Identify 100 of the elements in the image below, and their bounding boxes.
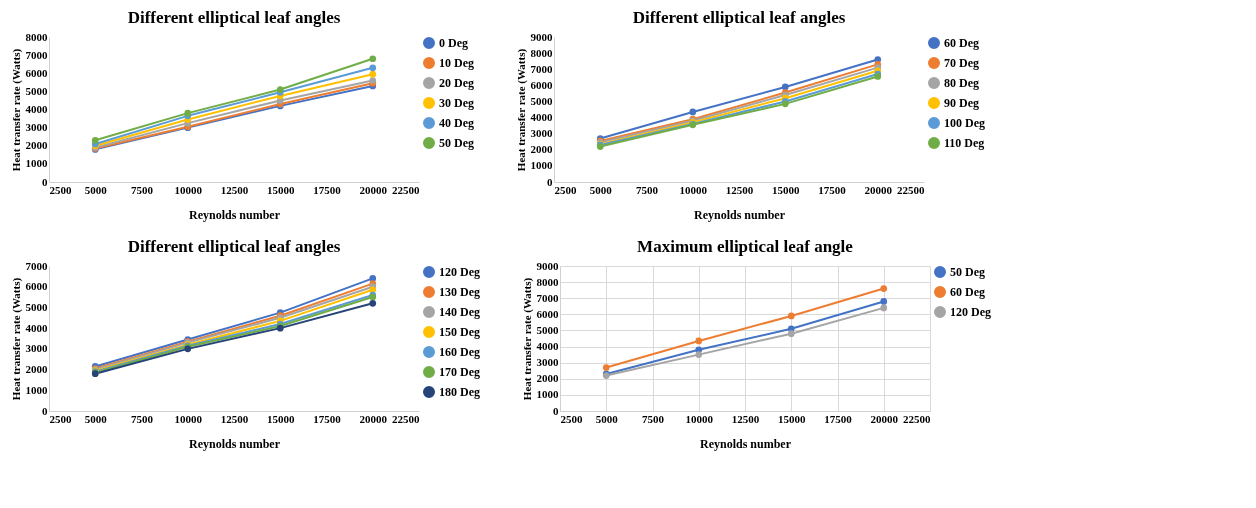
- x-tick-label: 22500: [903, 412, 931, 425]
- y-tick-label: 0: [547, 175, 553, 188]
- x-tick-label: 10000: [679, 183, 708, 196]
- legend-label: 120 Deg: [950, 305, 991, 319]
- x-tick-label: 17500: [313, 183, 342, 196]
- x-axis-title: Reynolds number: [188, 207, 281, 222]
- y-tick-label: 6000: [530, 78, 553, 91]
- chart-title: Different elliptical leaf angles: [127, 237, 341, 256]
- x-tick-label: 7500: [131, 412, 154, 425]
- y-tick-label: 2000: [530, 143, 553, 156]
- y-tick-label: 2000: [25, 363, 48, 376]
- y-tick-label: 1000: [536, 388, 559, 401]
- legend-label: 100 Deg: [944, 116, 985, 130]
- x-tick-label: 12500: [725, 183, 754, 196]
- y-tick-label: 8000: [536, 275, 559, 288]
- x-tick-label: 7500: [642, 412, 665, 425]
- x-tick-label: 2500: [49, 412, 72, 425]
- y-tick-label: 0: [553, 404, 559, 417]
- y-tick-label: 5000: [530, 94, 553, 107]
- x-tick-label: 17500: [824, 412, 853, 425]
- y-tick-label: 4000: [25, 321, 48, 334]
- x-tick-label: 22500: [392, 183, 420, 196]
- legend-label: 0 Deg: [439, 36, 468, 50]
- chart-title: Different elliptical leaf angles: [127, 8, 341, 27]
- x-tick-label: 7500: [636, 183, 659, 196]
- y-axis-title: Heat transfer rate (Watts): [9, 277, 23, 401]
- y-tick-label: 3000: [536, 356, 559, 369]
- x-tick-label: 15000: [778, 412, 806, 425]
- legend-label: 60 Deg: [944, 36, 979, 50]
- y-tick-label: 5000: [536, 323, 559, 336]
- x-tick-label: 17500: [818, 183, 847, 196]
- y-tick-label: 2000: [25, 139, 48, 152]
- legend-label: 60 Deg: [950, 285, 985, 299]
- y-tick-label: 1000: [25, 383, 48, 396]
- text: 120 Deg: [439, 265, 480, 279]
- x-tick-label: 17500: [313, 412, 342, 425]
- y-tick-label: 0: [42, 404, 48, 417]
- x-axis-title: Reynolds number: [693, 207, 786, 222]
- y-tick-label: 2000: [536, 372, 559, 385]
- x-tick-label: 20000: [870, 412, 899, 425]
- x-tick-label: 5000: [595, 412, 619, 425]
- y-tick-label: 5000: [25, 300, 48, 313]
- x-tick-label: 22500: [392, 412, 420, 425]
- y-tick-label: 4000: [25, 103, 48, 115]
- x-tick-label: 12500: [220, 183, 249, 196]
- x-tick-label: 15000: [772, 183, 800, 196]
- x-tick-label: 2500: [560, 412, 583, 425]
- x-tick-label: 5000: [84, 183, 108, 196]
- y-tick-label: 3000: [25, 342, 48, 355]
- y-tick-label: 7000: [25, 259, 48, 272]
- y-tick-label: 3000: [25, 121, 48, 134]
- y-tick-label: 1000: [25, 157, 48, 170]
- x-tick-label: 20000: [864, 183, 893, 196]
- y-axis-title: Heat transfer rate (Watts): [514, 48, 528, 172]
- x-tick-label: 15000: [267, 412, 295, 425]
- legend-label: 40 Deg: [439, 116, 474, 130]
- y-tick-label: 7000: [25, 48, 48, 61]
- y-tick-label: 1000: [530, 159, 553, 172]
- x-tick-label: 22500: [897, 183, 925, 196]
- y-tick-label: 8000: [530, 46, 553, 59]
- x-tick-label: 10000: [685, 412, 714, 425]
- y-tick-label: 6000: [25, 280, 48, 293]
- x-tick-label: 12500: [731, 412, 760, 425]
- y-tick-label: 6000: [25, 66, 48, 79]
- chart-title: Maximum elliptical leaf angle: [637, 237, 854, 256]
- x-axis-title: Reynolds number: [188, 436, 281, 451]
- x-tick-label: 7500: [131, 183, 154, 196]
- legend-label: 160 Deg: [439, 345, 480, 359]
- x-tick-label: 5000: [84, 412, 108, 425]
- x-tick-label: 10000: [174, 183, 203, 196]
- legend-label: 180 Deg: [439, 385, 480, 399]
- y-tick-label: 5000: [25, 84, 48, 97]
- y-tick-label: 7000: [530, 62, 553, 75]
- legend-label: 150 Deg: [439, 325, 480, 339]
- legend-label: 170 Deg: [439, 365, 480, 379]
- x-tick-label: 20000: [359, 183, 388, 196]
- x-tick-label: 10000: [174, 412, 203, 425]
- y-tick-label: 7000: [536, 291, 559, 304]
- x-tick-label: 20000: [359, 412, 388, 425]
- y-tick-label: 3000: [530, 127, 553, 140]
- x-tick-label: 15000: [267, 183, 295, 196]
- y-tick-label: 9000: [530, 30, 553, 43]
- legend-label: 20 Deg: [439, 76, 474, 90]
- legend-label: 110 Deg: [944, 136, 985, 150]
- chart-title: Different elliptical leaf angles: [632, 8, 846, 27]
- x-tick-label: 5000: [589, 183, 613, 196]
- text: 130 Deg: [439, 285, 480, 299]
- y-tick-label: 9000: [536, 259, 559, 272]
- y-tick-label: 4000: [536, 340, 559, 353]
- y-axis-title: Heat transfer rate (Watts): [520, 277, 534, 401]
- legend-label: 10 Deg: [439, 56, 474, 70]
- legend-label: 90 Deg: [944, 96, 979, 110]
- x-axis-title: Reynolds number: [699, 436, 792, 451]
- x-tick-label: 12500: [220, 412, 249, 425]
- y-tick-label: 4000: [530, 111, 553, 124]
- legend-label: 80 Deg: [944, 76, 979, 90]
- y-axis-title: Heat transfer rate (Watts): [9, 48, 23, 172]
- legend-label: 30 Deg: [439, 96, 474, 110]
- y-tick-label: 0: [42, 175, 48, 188]
- x-tick-label: 2500: [554, 183, 577, 196]
